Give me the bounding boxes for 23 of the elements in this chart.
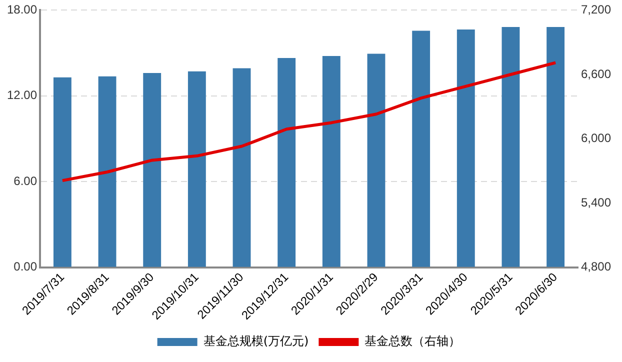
bar (412, 30, 430, 267)
y2-tick-label: 4,800 (580, 260, 612, 274)
bar (278, 58, 296, 267)
legend-label: 基金总规模(万亿元) (203, 334, 309, 348)
y2-tick-label: 6,600 (580, 66, 612, 81)
y-tick-label: 0.00 (14, 260, 38, 274)
bar (546, 27, 565, 267)
bar (98, 76, 116, 267)
y-tick-label: 12.00 (7, 88, 38, 102)
bar (232, 68, 251, 267)
bar (502, 27, 520, 267)
bar (143, 73, 162, 267)
y2-tick-label: 6,000 (580, 131, 612, 146)
bar (322, 56, 340, 267)
y-tick-label: 18.00 (7, 2, 38, 17)
y2-tick-label: 5,400 (580, 195, 612, 210)
y-tick-label: 6.00 (14, 174, 38, 188)
bar (367, 54, 386, 267)
bar (188, 71, 206, 267)
bar (456, 29, 475, 267)
y2-tick-label: 7,200 (580, 2, 612, 17)
bar (53, 77, 72, 267)
legend-label: 基金总数（右轴） (364, 334, 461, 348)
